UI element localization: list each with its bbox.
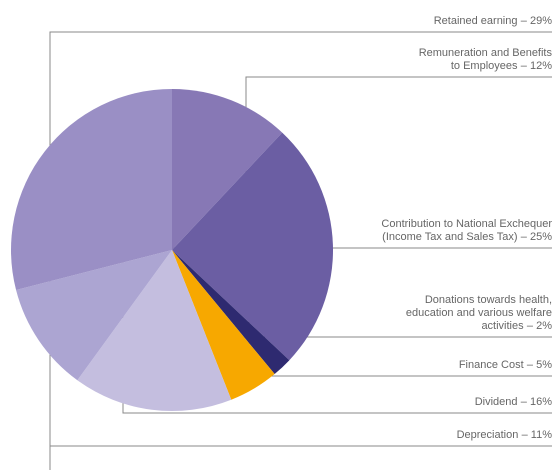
category-label: Contribution to National Exchequer (Inco… (381, 218, 552, 243)
pie-slice (172, 250, 290, 375)
value-label: – 11% (521, 429, 552, 441)
slice-label: Dividend – 16% (475, 396, 552, 409)
slice-label: Depreciation – 11% (457, 429, 552, 442)
value-label: – 29% (520, 15, 552, 27)
value-label: – 25% (520, 231, 552, 243)
value-label: – 5% (526, 359, 552, 371)
slice-label: Donations towards health, education and … (406, 294, 552, 333)
pie-slice (172, 132, 334, 361)
category-label: Finance Cost (458, 359, 524, 371)
category-label: Donations towards health, education and … (405, 294, 552, 332)
pie-slice (10, 89, 172, 291)
value-label: – 12% (520, 60, 552, 72)
pie-slice (16, 250, 173, 381)
slice-label: Finance Cost – 5% (459, 359, 552, 372)
pie-slice (77, 250, 232, 411)
category-label: Dividend (474, 396, 518, 408)
category-label: Retained earning (433, 15, 518, 27)
slice-label: Retained earning – 29% (434, 15, 552, 28)
pie-slice (172, 250, 275, 400)
category-label: Depreciation (456, 429, 519, 441)
value-label: – 2% (526, 320, 552, 332)
slice-label: Remuneration and Benefits to Employees – … (419, 47, 552, 73)
category-label: Remuneration and Benefits to Employees (418, 47, 552, 72)
pie-slice (172, 89, 283, 250)
slice-label: Contribution to National Exchequer (Inco… (381, 218, 552, 244)
value-label: – 16% (520, 396, 552, 408)
